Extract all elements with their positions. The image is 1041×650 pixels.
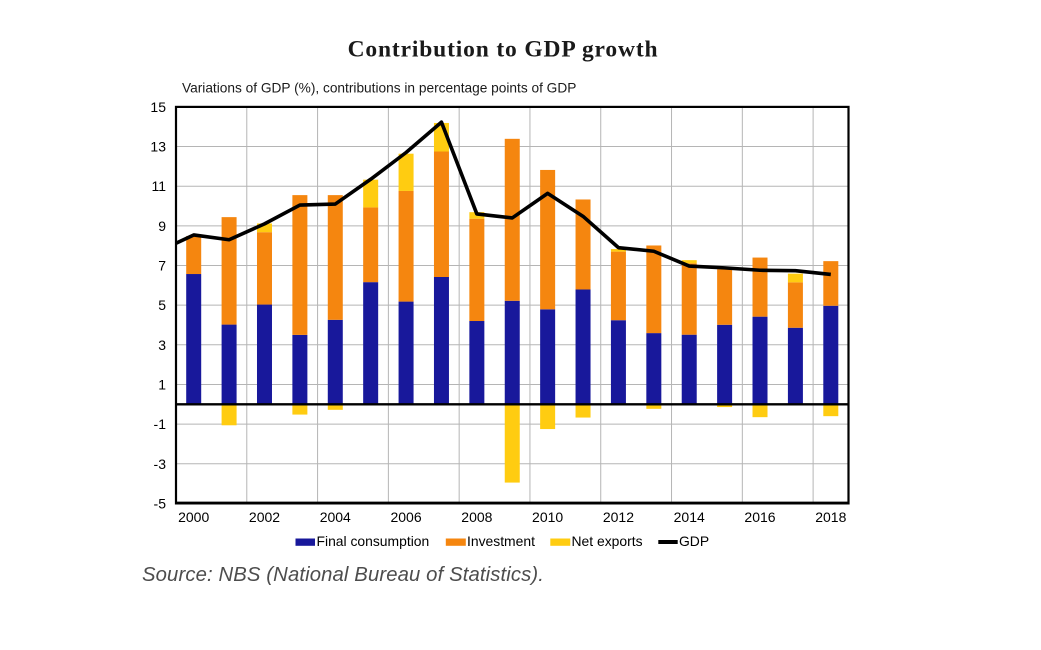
svg-text:2014: 2014 [674, 509, 705, 525]
svg-text:1: 1 [158, 376, 166, 392]
svg-text:Variations of GDP (%), contrib: Variations of GDP (%), contributions in … [182, 80, 576, 95]
svg-text:Source: NBS (National Bureau o: Source: NBS (National Bureau of Statisti… [142, 564, 544, 586]
svg-text:2004: 2004 [320, 509, 351, 525]
svg-text:11: 11 [151, 178, 166, 194]
svg-text:2016: 2016 [744, 509, 775, 525]
svg-text:GDP: GDP [679, 533, 709, 549]
svg-text:2002: 2002 [249, 509, 280, 525]
svg-text:5: 5 [158, 297, 166, 313]
svg-text:Net exports: Net exports [572, 533, 643, 549]
svg-text:-5: -5 [154, 495, 167, 511]
svg-text:2018: 2018 [815, 509, 846, 525]
svg-text:3: 3 [158, 337, 166, 353]
svg-text:2008: 2008 [461, 509, 492, 525]
svg-text:-1: -1 [154, 416, 167, 432]
svg-text:Final consumption: Final consumption [317, 533, 430, 549]
svg-text:13: 13 [150, 139, 166, 155]
svg-text:9: 9 [158, 218, 166, 234]
svg-text:2012: 2012 [603, 509, 634, 525]
svg-text:2010: 2010 [532, 509, 563, 525]
svg-text:Contribution to GDP growth: Contribution to GDP growth [348, 37, 659, 63]
svg-text:-3: -3 [154, 456, 167, 472]
svg-text:7: 7 [158, 258, 166, 274]
svg-text:Investment: Investment [467, 533, 535, 549]
svg-text:15: 15 [150, 99, 166, 115]
svg-text:2000: 2000 [178, 509, 209, 525]
svg-text:2006: 2006 [390, 509, 421, 525]
